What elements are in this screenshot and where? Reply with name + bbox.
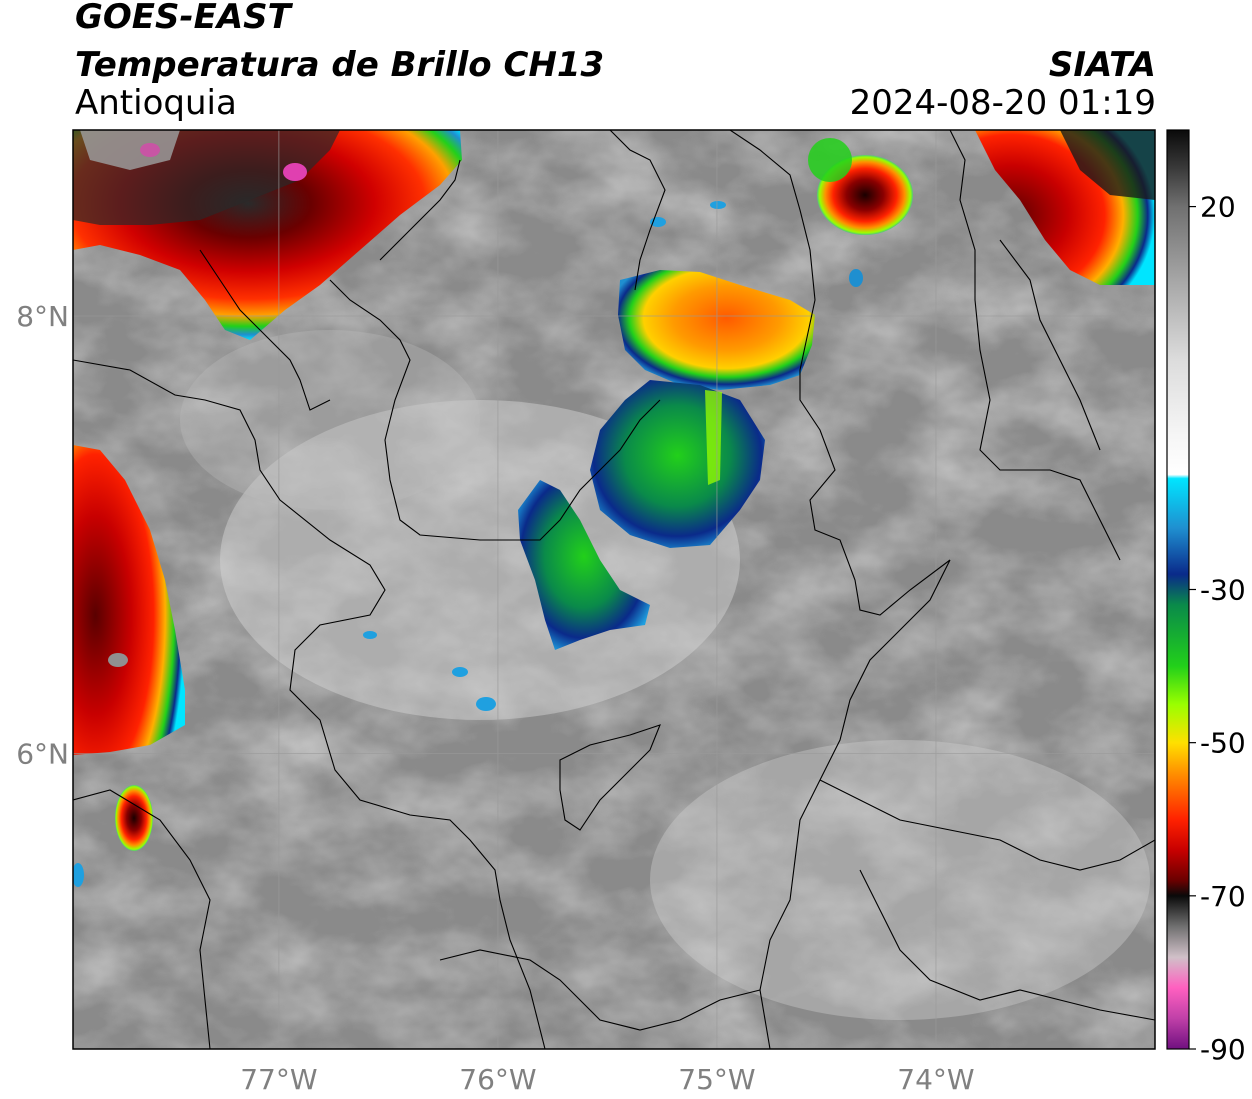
border-santander bbox=[949, 130, 1121, 561]
cloud-fleck-4 bbox=[73, 863, 84, 887]
cloud-fleck-3 bbox=[363, 631, 377, 639]
bright-cloud-band-south bbox=[650, 740, 1150, 1020]
colorbar-gradient bbox=[1167, 130, 1189, 1049]
border-cundinamarca bbox=[859, 869, 1155, 1021]
border-west-antioquia bbox=[73, 359, 546, 1049]
region-subtitle: Antioquia bbox=[75, 83, 237, 123]
product-title: Temperatura de Brillo CH13 bbox=[75, 45, 605, 85]
coast-cordoba bbox=[379, 159, 461, 261]
datetime-label: 2024-08-20 01:19 bbox=[849, 83, 1156, 123]
organization-label: SIATA bbox=[1048, 45, 1156, 85]
colorbar-tick-label: 20 bbox=[1200, 191, 1236, 224]
colorbar-tick-label: -50 bbox=[1200, 727, 1246, 760]
cloud-fleck-1 bbox=[452, 667, 468, 677]
border-bolivar bbox=[729, 130, 951, 616]
storm-cell-southwest bbox=[115, 785, 153, 851]
border-medellin bbox=[559, 724, 661, 831]
border-choco-coast bbox=[73, 789, 211, 1049]
graticule bbox=[73, 130, 1155, 1049]
coast-uraba bbox=[199, 249, 331, 411]
border-cordoba bbox=[609, 130, 666, 291]
cold-overshoot-northwest bbox=[80, 130, 180, 170]
colorbar-ticks: 20 -30 -50 -70 -90 bbox=[1189, 191, 1246, 1066]
colorbar-tick-label: -30 bbox=[1200, 574, 1246, 607]
border-south-antioquia bbox=[439, 949, 761, 1031]
cloud-patch bbox=[180, 330, 480, 510]
small-cell-northeast bbox=[849, 269, 863, 287]
storm-core-far-northeast bbox=[1060, 130, 1155, 200]
border-venezuela bbox=[999, 239, 1101, 451]
map-frame bbox=[72, 129, 1156, 1050]
lon-tick-label: 74°W bbox=[897, 1063, 974, 1096]
coldest-pixel-northwest bbox=[283, 163, 307, 181]
colorbar-tick-label: -90 bbox=[1200, 1033, 1246, 1066]
lon-tick-label: 76°W bbox=[459, 1063, 536, 1096]
coldest-pixel-northwest-2 bbox=[140, 143, 160, 157]
storm-cell-central bbox=[618, 270, 815, 390]
colorbar: 20 -30 -50 -70 -90 bbox=[1166, 129, 1246, 1066]
storm-band-southwest bbox=[518, 480, 650, 650]
storm-cell-west bbox=[73, 445, 185, 755]
lon-tick-label: 75°W bbox=[678, 1063, 755, 1096]
lon-tick-label: 77°W bbox=[240, 1063, 317, 1096]
latitude-labels: 8°N 6°N bbox=[16, 300, 69, 771]
cloud-fleck-2 bbox=[476, 697, 496, 711]
borders bbox=[73, 130, 1155, 1049]
longitude-labels: 77°W 76°W 75°W 74°W bbox=[240, 1063, 974, 1096]
satellite-title: GOES-EAST bbox=[75, 0, 291, 37]
lat-tick-label: 6°N bbox=[16, 738, 69, 771]
convective-line bbox=[705, 390, 722, 485]
border-north-antioquia bbox=[329, 279, 661, 541]
cloud-fleck-5 bbox=[710, 201, 726, 209]
lat-tick-label: 8°N bbox=[16, 300, 69, 333]
cold-pixel-west bbox=[108, 653, 128, 667]
colorbar-tick-label: -70 bbox=[1200, 880, 1246, 913]
map-area bbox=[73, 130, 1155, 1049]
cloud-fleck-6 bbox=[650, 217, 666, 227]
storm-cell-northeast-anvil bbox=[808, 138, 852, 182]
border-boyaca bbox=[819, 779, 1155, 871]
